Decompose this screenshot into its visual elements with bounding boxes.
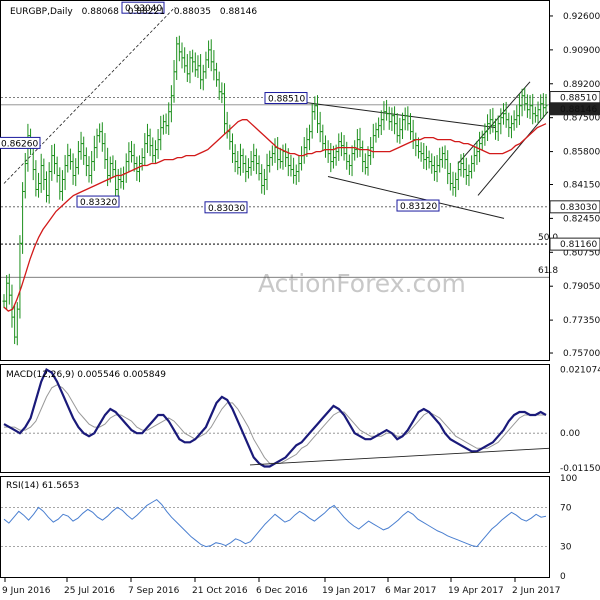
right-label-0-83030: 0.83030 [549,200,600,214]
rsi-ytick: 0 [560,572,566,582]
price-ytick: 0.85800 [563,148,600,158]
box-0-88510: 0.88510 [264,92,308,105]
right-label-text: 0.81160 [560,240,597,250]
candle [544,93,548,115]
price-panel [0,0,550,361]
ma-line [3,119,547,312]
box-0-83320: 0.83320 [76,195,120,208]
macd-ytick: -0.011504 [560,464,600,474]
box-0-86260-frame [0,136,41,149]
price-ytick: 0.80750 [563,248,600,258]
price-level-boxes: 0.93040 0.88510 0.86260 0.83320 0.83030 0.831… [0,1,558,276]
rising-channel-upper [457,81,531,164]
box-0-83030-label: 0.83030 [208,204,245,214]
box-0-83120-frame [396,199,440,212]
macd-ytick: 0.00 [560,429,580,439]
macd-ytick: 0.021074 [560,365,600,375]
right-label-text: 0.88146 [560,105,597,115]
right-label-0-88510: 0.88510 [549,91,600,105]
macd-trendline [249,447,550,466]
xtick-label: 19 Jan 2017 [322,586,376,596]
box-0-83030-frame [204,201,248,214]
right-label-frame [549,237,600,251]
rsi-ytick: 100 [560,474,577,484]
price-candles [2,35,548,346]
xtick-label: 21 Oct 2016 [192,586,248,596]
rsi-ytick: 30 [560,543,572,553]
price-ohlc-high: 0.88221 [128,7,165,17]
macd-lines [1,368,550,468]
watermark: ActionForex.com [258,269,466,298]
price-y-axis: 0.92600 0.90900 0.89200 0.87500 0.85800 0.841… [549,12,600,359]
price-ytick: 0.84150 [563,180,600,190]
rising-channel-lower [477,111,549,196]
box-0-83120-label: 0.83120 [400,202,437,212]
box-0-93040-frame [121,1,165,14]
xtick-label: 19 Apr 2017 [448,586,504,596]
price-ytick: 0.92600 [563,12,600,22]
box-0-83320-label: 0.83320 [80,198,117,208]
price-moving-average [3,119,547,312]
macd-y-axis: 0.021074 0.00 -0.011504 [560,365,600,474]
price-ytick: 0.75700 [563,349,600,359]
right-label-frame [549,200,600,214]
fib-label-50: 50.0 [538,233,558,243]
rsi-y-axis: 100 70 30 0 [560,474,577,582]
trendline-dashed [3,6,176,184]
price-title: EURGBP,Daily 0.88068 0.88221 0.88035 0.8… [10,7,257,17]
box-0-88510-label: 0.88510 [268,95,305,105]
box-0-83030: 0.83030 [204,201,248,214]
rsi-line [3,498,547,548]
x-axis: 9 Jun 2016 25 Jul 2016 7 Sep 2016 21 Oct 20… [2,578,560,596]
fib-label-61-8: 61.8 [538,266,558,276]
price-ytick: 0.90900 [563,46,600,56]
right-label-0-81160: 0.81160 [549,237,600,251]
price-ohlc-close: 0.88146 [220,7,257,17]
price-ytick: 0.87500 [563,114,600,124]
channel-lower-line [327,176,505,219]
right-label-frame [549,102,600,116]
box-0-86260: 0.86260 [0,136,41,149]
price-title-symbol: EURGBP,Daily [10,7,73,17]
macd-title: MACD(12,26,9) 0.005546 0.005849 [6,370,166,380]
price-ytick: 0.82450 [563,214,600,224]
box-0-93040-label: 0.93040 [125,4,162,14]
price-ohlc-low: 0.88035 [174,7,211,17]
xtick-label: 2 Jun 2017 [512,586,560,596]
box-0-88510-frame [264,92,308,105]
xtick-label: 25 Jul 2016 [64,586,115,596]
right-label-0-88146: 0.88146 [549,102,600,116]
xtick-label: 7 Sep 2016 [128,586,180,596]
price-ytick: 0.77350 [563,316,600,326]
box-0-83120: 0.83120 [396,199,440,212]
price-ytick: 0.79050 [563,282,600,292]
xtick-label: 6 Dec 2016 [256,586,308,596]
rsi-lines [1,498,549,548]
box-0-83320-frame [76,195,120,208]
rsi-panel [0,476,550,578]
price-ytick: 0.89200 [563,80,600,90]
xtick-label: 9 Jun 2016 [2,586,51,596]
rsi-ytick: 70 [560,503,572,513]
xtick-label: 6 Mar 2017 [385,586,436,596]
macd-panel [0,364,550,473]
price-ohlc-open: 0.88068 [82,7,119,17]
box-0-86260-label: 0.86260 [1,139,38,149]
rsi-title: RSI(14) 61.5653 [6,481,79,491]
box-0-93040: 0.93040 [121,1,165,14]
right-label-text: 0.83030 [560,203,597,213]
right-label-text: 0.88510 [560,94,597,104]
